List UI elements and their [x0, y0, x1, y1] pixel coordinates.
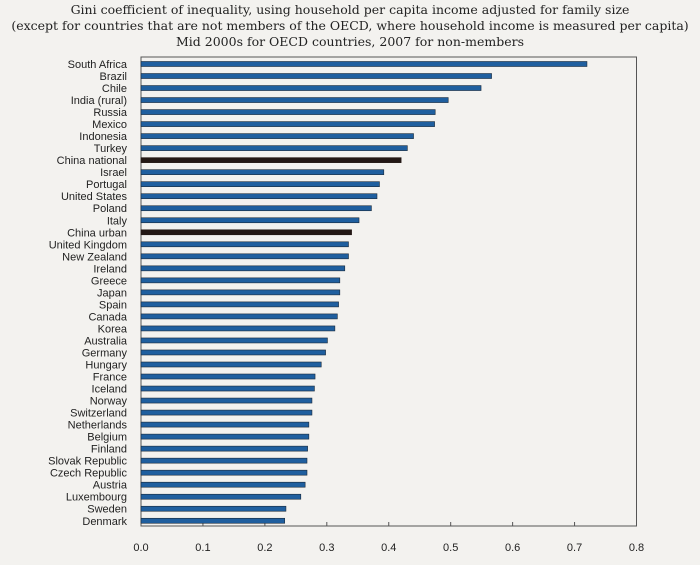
bar: [140, 457, 308, 464]
category-label: Switzerland: [70, 408, 127, 420]
title-line-1: Gini coefficient of inequality, using ho…: [70, 2, 630, 17]
bar: [140, 445, 308, 452]
bar: [140, 301, 339, 308]
category-label: South Africa: [68, 59, 128, 71]
bar: [140, 61, 588, 67]
category-label: Australia: [84, 335, 128, 347]
category-label: Turkey: [94, 143, 128, 155]
category-label: Luxembourg: [66, 492, 127, 504]
category-label: Indonesia: [79, 131, 128, 143]
bar: [140, 433, 310, 440]
x-tick-label: 0.0: [133, 542, 148, 554]
category-label: Mexico: [92, 119, 127, 131]
category-label: India (rural): [71, 95, 127, 107]
bar: [140, 229, 352, 236]
x-tick-label: 0.1: [195, 542, 210, 554]
category-label: Denmark: [82, 516, 127, 528]
bar: [140, 517, 285, 524]
bar: [140, 121, 435, 127]
category-label: Korea: [98, 323, 128, 335]
bar: [140, 241, 349, 248]
category-label: Hungary: [85, 360, 127, 372]
category-label: United States: [61, 191, 128, 203]
bar: [140, 193, 378, 200]
title-line-3: Mid 2000s for OECD countries, 2007 for n…: [175, 34, 525, 49]
bar: [140, 361, 322, 368]
x-tick-label: 0.6: [505, 542, 520, 554]
bar: [140, 289, 341, 296]
category-label: Japan: [97, 287, 127, 299]
category-label: Russia: [93, 107, 128, 119]
bar: [140, 469, 308, 476]
bar: [140, 253, 349, 260]
category-label: Finland: [91, 444, 127, 456]
bar: [140, 217, 360, 224]
category-label: Norway: [90, 396, 128, 408]
bar: [140, 505, 287, 512]
chart-title: Gini coefficient of inequality, using ho…: [0, 2, 700, 50]
bar: [140, 205, 372, 212]
bar: [140, 421, 310, 428]
category-label: Canada: [88, 311, 127, 323]
bar: [140, 493, 302, 500]
category-label: Italy: [107, 215, 128, 227]
x-tick-label: 0.4: [381, 542, 396, 554]
bar: [140, 337, 328, 344]
bar: [140, 85, 482, 91]
bar: [140, 157, 402, 163]
bar: [140, 145, 408, 151]
category-label: China national: [57, 155, 127, 167]
category-label: France: [93, 372, 127, 384]
bar: [140, 181, 380, 187]
category-label: Poland: [93, 203, 127, 215]
bar: [140, 265, 346, 272]
bar: [140, 97, 449, 103]
x-tick-label: 0.3: [319, 542, 334, 554]
bar: [140, 133, 414, 139]
category-label: Netherlands: [68, 420, 128, 432]
category-label: Ireland: [93, 263, 127, 275]
category-label: New Zealand: [62, 251, 127, 263]
bar: [140, 313, 338, 320]
bar: [140, 397, 313, 404]
category-label: Iceland: [92, 384, 127, 396]
bar: [140, 277, 341, 284]
bar: [140, 481, 306, 488]
x-tick-label: 0.8: [629, 542, 644, 554]
bar: [140, 325, 336, 332]
bar: [140, 373, 316, 380]
bar: [140, 385, 315, 392]
category-label: Greece: [91, 275, 127, 287]
x-tick-label: 0.5: [443, 542, 458, 554]
bar: [140, 169, 385, 175]
title-line-2: (except for countries that are not membe…: [11, 18, 689, 33]
bar: [140, 109, 436, 115]
category-label: China urban: [67, 227, 127, 239]
x-tick-label: 0.2: [257, 542, 272, 554]
category-label: Sweden: [87, 504, 127, 516]
x-tick-label: 0.7: [567, 542, 582, 554]
category-label: Germany: [82, 347, 128, 359]
bar: [140, 73, 492, 79]
bar: [140, 409, 313, 416]
category-label: Austria: [93, 480, 128, 492]
category-label: Israel: [100, 167, 127, 179]
category-label: Brazil: [99, 71, 127, 83]
category-label: Czech Republic: [50, 468, 128, 480]
category-label: Spain: [99, 299, 127, 311]
category-label: Belgium: [87, 432, 127, 444]
category-label: United Kingdom: [49, 239, 127, 251]
bar: [140, 349, 326, 356]
category-label: Portugal: [86, 179, 127, 191]
category-label: Slovak Republic: [48, 456, 127, 468]
category-label: Chile: [102, 83, 127, 95]
